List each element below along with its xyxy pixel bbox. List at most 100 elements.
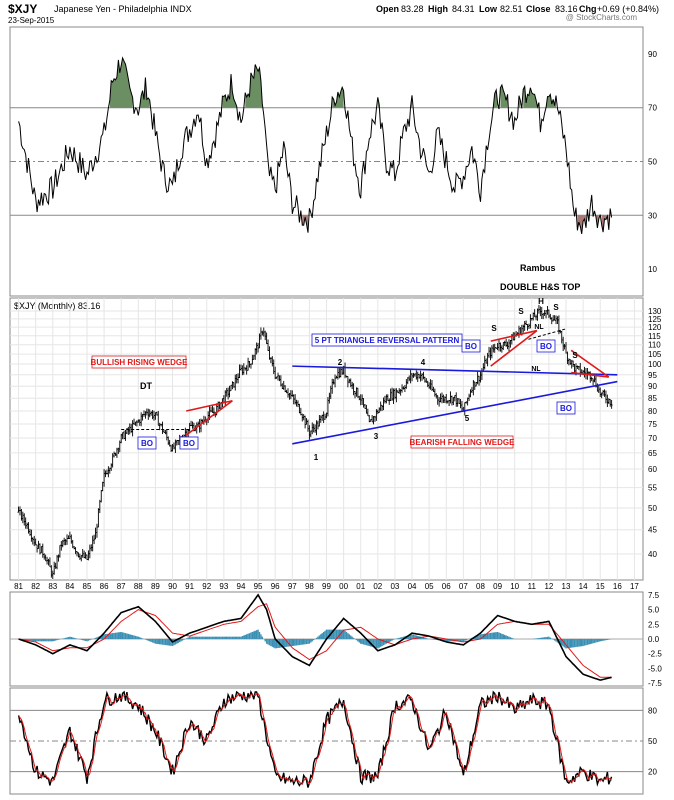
chg-label: Chg — [579, 4, 597, 14]
price-xtick-08: 08 — [476, 582, 485, 591]
triangle-bottom-line — [292, 380, 618, 445]
rsi-overbought-fill — [523, 86, 539, 108]
price-xtick-04: 04 — [408, 582, 417, 591]
label-bo-1: BO — [141, 439, 153, 448]
macd-signal-line — [18, 603, 612, 678]
rsi-overbought-fill — [109, 57, 133, 108]
price-xtick-17: 17 — [630, 582, 639, 591]
price-xtick-99: 99 — [322, 582, 331, 591]
macd-tick: -7.5 — [648, 679, 662, 688]
rising-wedge-bottom — [185, 400, 233, 436]
low-label: Low — [479, 4, 498, 14]
stoch-d-line — [18, 692, 612, 785]
price-panel-title: $XJY (Monthly) 83.16 — [14, 301, 100, 311]
price-ytick-50: 50 — [648, 504, 657, 513]
price-xtick-06: 06 — [442, 582, 451, 591]
price-ytick-130: 130 — [648, 307, 662, 316]
label-bearish-falling-wedge: BEARISH FALLING WEDGE — [410, 438, 516, 447]
label-triangle-pattern: 5 PT TRIANGLE REVERSAL PATTERN — [315, 336, 460, 345]
price-xtick-81: 81 — [14, 582, 23, 591]
label-point-2: 2 — [338, 358, 343, 367]
price-xtick-02: 02 — [373, 582, 382, 591]
price-xtick-07: 07 — [459, 582, 468, 591]
falling-wedge-bottom — [571, 371, 609, 378]
open-value: 83.28 — [401, 4, 424, 14]
label-s-2: S — [518, 307, 524, 316]
high-value: 84.31 — [452, 4, 475, 14]
label-point-3: 3 — [374, 432, 379, 441]
price-xtick-96: 96 — [271, 582, 280, 591]
price-xtick-83: 83 — [48, 582, 57, 591]
price-ytick-120: 120 — [648, 323, 662, 332]
price-xtick-00: 00 — [339, 582, 348, 591]
h-wedge-top — [490, 329, 538, 342]
price-ytick-80: 80 — [648, 407, 657, 416]
label-bo-4: BO — [540, 342, 552, 351]
label-nl-2: NL — [531, 366, 541, 373]
price-ytick-100: 100 — [648, 360, 662, 369]
price-xtick-89: 89 — [151, 582, 160, 591]
price-xtick-94: 94 — [237, 582, 246, 591]
stoch-tick-80: 80 — [648, 706, 657, 715]
price-ytick-85: 85 — [648, 394, 657, 403]
label-bullish-rising-wedge: BULLISH RISING WEDGE — [91, 358, 189, 367]
symbol-name: Japanese Yen - Philadelphia INDX — [54, 4, 192, 14]
high-label: High — [428, 4, 448, 14]
price-annotations: BULLISH RISING WEDGE DT BO BO 5 PT TRIANGLE … — [91, 297, 618, 462]
label-bo-3: BO — [465, 342, 477, 351]
label-point-5: 5 — [465, 414, 470, 423]
price-xtick-01: 01 — [356, 582, 365, 591]
price-ytick-125: 125 — [648, 315, 662, 324]
label-bo-1-box — [137, 436, 157, 450]
price-ytick-115: 115 — [648, 332, 661, 341]
label-bearish-falling-wedge-box — [410, 435, 514, 449]
label-dt: DT — [140, 381, 152, 391]
rsi-tick-30: 30 — [648, 211, 657, 220]
open-label: Open — [376, 4, 399, 14]
label-bo-2: BO — [183, 439, 195, 448]
price-xtick-95: 95 — [254, 582, 263, 591]
chg-value: +0.69 (+0.84%) — [597, 4, 659, 14]
price-ytick-70: 70 — [648, 434, 657, 443]
macd-line — [18, 593, 612, 681]
price-xtick-85: 85 — [83, 582, 92, 591]
label-bo-5: BO — [560, 404, 572, 413]
price-xtick-97: 97 — [288, 582, 297, 591]
price-xtick-88: 88 — [134, 582, 143, 591]
macd-tick: 0.0 — [648, 635, 660, 644]
price-xtick-92: 92 — [202, 582, 211, 591]
price-ytick-75: 75 — [648, 420, 657, 429]
h-wedge-bottom — [490, 329, 538, 367]
label-s-1: S — [491, 324, 497, 333]
price-xtick-87: 87 — [117, 582, 126, 591]
stoch-tick-50: 50 — [648, 737, 657, 746]
label-bo-4-box — [536, 339, 556, 353]
label-bullish-rising-wedge-box — [91, 355, 187, 369]
rsi-tick-10: 10 — [648, 265, 657, 274]
price-xtick-13: 13 — [562, 582, 571, 591]
label-point-1: 1 — [314, 453, 319, 462]
symbol-title: $XJY — [8, 2, 37, 16]
close-label: Close — [526, 4, 551, 14]
hs-neckline — [528, 328, 567, 340]
macd-tick: -2.5 — [648, 650, 662, 659]
price-ytick-40: 40 — [648, 550, 657, 559]
falling-wedge-top — [570, 349, 610, 378]
close-value: 83.16 — [555, 4, 578, 14]
label-bo-2-box — [179, 436, 199, 450]
rsi-plot: 10 30 50 70 90 — [10, 50, 657, 274]
label-s-4: S — [572, 351, 578, 360]
price-xtick-93: 93 — [219, 582, 228, 591]
price-xtick-15: 15 — [596, 582, 605, 591]
price-ytick-60: 60 — [648, 465, 657, 474]
annotation-double-hs-top: DOUBLE H&S TOP — [500, 282, 580, 292]
macd-tick: 5.0 — [648, 606, 660, 615]
rsi-tick-70: 70 — [648, 104, 657, 113]
price-ytick-95: 95 — [648, 371, 657, 380]
price-xtick-90: 90 — [168, 582, 177, 591]
label-bo-5-box — [556, 401, 576, 415]
triangle-top-line — [292, 365, 618, 376]
macd-tick: 2.5 — [648, 620, 660, 629]
